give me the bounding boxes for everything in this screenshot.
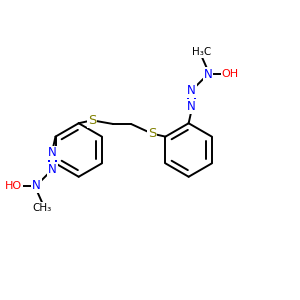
Text: N: N <box>48 163 57 176</box>
Text: CH₃: CH₃ <box>32 203 52 213</box>
Text: N: N <box>32 179 40 192</box>
Text: S: S <box>148 127 156 140</box>
Text: N: N <box>187 84 196 97</box>
Text: S: S <box>88 114 96 127</box>
Text: OH: OH <box>222 69 239 79</box>
Text: HO: HO <box>5 181 22 191</box>
Text: N: N <box>187 100 196 113</box>
Text: N: N <box>48 146 57 160</box>
Text: H₃C: H₃C <box>192 47 212 57</box>
Text: N: N <box>204 68 212 81</box>
